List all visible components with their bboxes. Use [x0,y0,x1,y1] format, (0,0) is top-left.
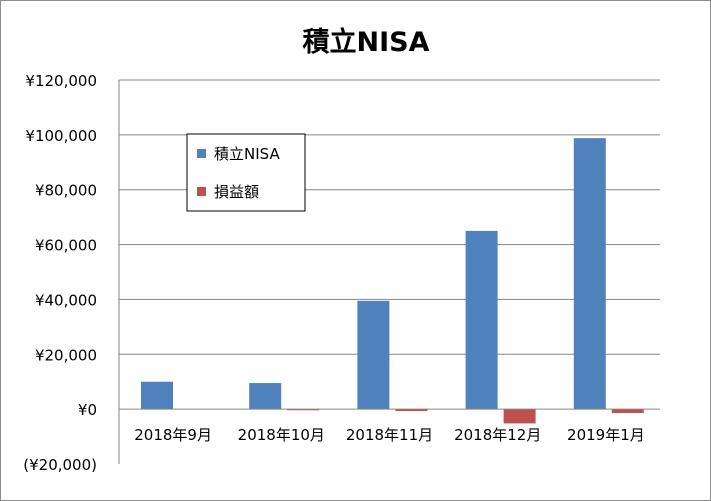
legend-swatch-series-2 [197,187,206,196]
x-category-label: 2018年10月 [238,426,325,444]
x-category-label: 2018年12月 [454,426,541,444]
bar-series-1-3 [357,300,390,410]
x-category-label: 2019年1月 [567,426,645,444]
y-tick-label: ¥40,000 [35,291,97,309]
bar-series-2-4 [503,409,536,424]
bar-series-2-2 [287,409,320,411]
y-tick-label: (¥20,000) [23,456,97,474]
y-tick-label: ¥80,000 [35,182,97,200]
y-tick-label: ¥20,000 [35,346,97,364]
y-tick-label: ¥0 [78,401,97,419]
axes [118,80,660,464]
x-category-label: 2018年9月 [134,426,212,444]
y-tick-label: ¥100,000 [25,127,97,145]
y-tick-label: ¥120,000 [25,72,97,90]
y-tick-label: ¥60,000 [35,237,97,255]
x-axis-category-labels: 2018年9月 2018年10月 2018年11月 2018年12月 2019年1月 [134,426,645,444]
bar-series-2-3 [395,409,428,412]
legend: 積立NISA 損益額 [186,133,306,212]
x-category-label: 2018年11月 [346,426,433,444]
legend-label-series-1: 積立NISA [214,145,280,163]
chart-title: 積立NISA [303,26,430,58]
bar-series-1-4 [465,230,498,410]
legend-box [186,133,306,212]
y-axis-tick-labels: ¥120,000 ¥100,000 ¥80,000 ¥60,000 ¥40,000 ¥20… [23,72,97,474]
bar-series-1-5 [573,138,606,410]
legend-label-series-2: 損益額 [214,183,259,201]
bar-series-2-5 [611,409,644,413]
legend-swatch-series-1 [197,149,206,158]
bar-series-1-1 [141,381,173,410]
bars [141,138,644,424]
bar-series-1-2 [249,383,282,410]
